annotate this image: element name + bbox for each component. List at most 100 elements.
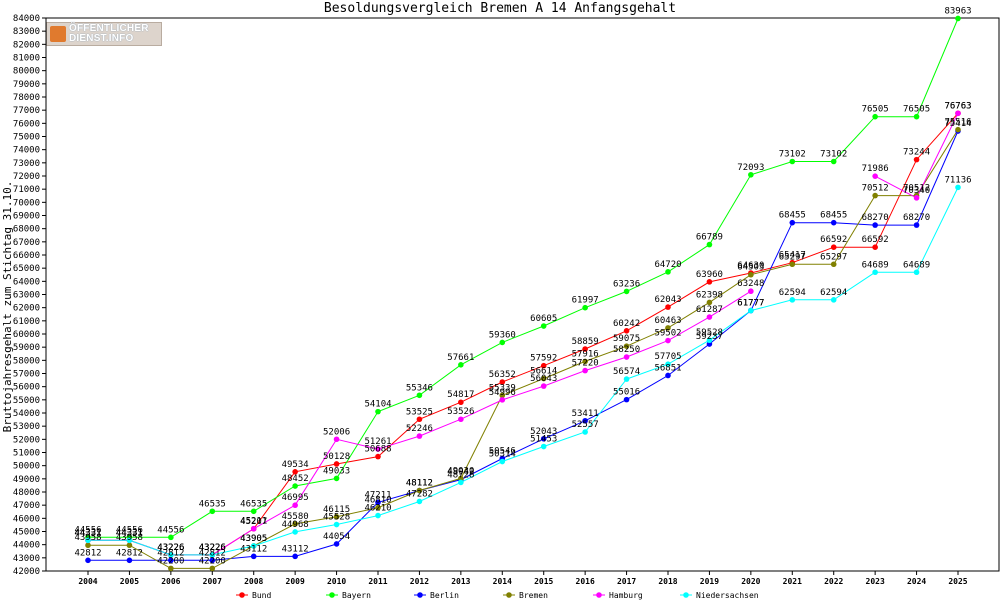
- y-tick-label: 49000: [13, 475, 40, 485]
- data-point-bund: [955, 110, 961, 117]
- data-label: 76505: [903, 105, 930, 115]
- data-point-niedersachsen: [416, 498, 423, 505]
- x-tick-label: 2019: [700, 577, 719, 586]
- y-tick-label: 66000: [13, 251, 40, 261]
- x-tick-label: 2009: [286, 577, 305, 586]
- data-label: 66789: [696, 233, 723, 243]
- data-label: 43226: [157, 543, 184, 553]
- data-point-bayern: [85, 534, 91, 541]
- data-point-berlin: [955, 128, 961, 134]
- data-point-bund: [333, 461, 340, 467]
- data-point-niedersachsen: [872, 269, 878, 276]
- data-point-bund: [126, 537, 133, 544]
- data-point-niedersachsen: [748, 307, 754, 314]
- data-label: 63236: [613, 279, 640, 289]
- series-line-niedersachsen: [88, 187, 959, 556]
- legend-swatch-marker: [683, 592, 689, 598]
- data-point-bayern: [706, 241, 713, 248]
- data-point-berlin: [706, 341, 713, 347]
- data-point-bund: [748, 270, 754, 276]
- data-point-bayern: [416, 392, 423, 399]
- y-tick-label: 65000: [13, 264, 40, 274]
- data-label: 46115: [323, 505, 350, 515]
- data-point-berlin: [333, 541, 340, 547]
- data-label: 66592: [862, 235, 889, 245]
- data-label: 62594: [779, 288, 806, 298]
- data-label: 61997: [572, 296, 599, 306]
- y-tick-label: 52000: [13, 435, 40, 445]
- data-point-bremen: [789, 261, 796, 268]
- data-point-berlin: [789, 219, 796, 226]
- data-point-bremen: [830, 261, 837, 268]
- data-label: 62043: [654, 295, 681, 305]
- data-point-berlin: [623, 396, 630, 403]
- data-point-bayern: [830, 158, 837, 165]
- data-point-bund: [623, 328, 630, 334]
- data-label: 42200: [157, 556, 184, 566]
- y-tick-label: 61000: [13, 317, 40, 327]
- data-point-hamburg: [250, 525, 257, 532]
- data-label: 43958: [74, 533, 101, 543]
- data-label: 48942: [447, 468, 474, 478]
- data-point-bayern: [333, 475, 340, 482]
- data-point-niedersachsen: [209, 552, 216, 558]
- data-point-berlin: [540, 435, 547, 442]
- y-tick-label: 42000: [13, 567, 40, 577]
- data-point-bayern: [292, 483, 298, 489]
- data-label: 47211: [364, 490, 391, 500]
- data-point-bund: [209, 552, 216, 558]
- data-point-bremen: [872, 192, 878, 199]
- data-point-bremen: [209, 565, 216, 572]
- data-label: 55339: [489, 383, 516, 393]
- data-point-niedersachsen: [830, 297, 837, 303]
- data-label: 68270: [862, 213, 889, 223]
- data-point-hamburg: [85, 537, 91, 544]
- y-tick-label: 71000: [13, 185, 40, 195]
- y-tick-label: 81000: [13, 54, 40, 64]
- x-tick-label: 2008: [244, 577, 263, 586]
- data-point-hamburg: [582, 367, 588, 374]
- y-tick-label: 47000: [13, 501, 40, 511]
- data-label: 58250: [613, 345, 640, 355]
- data-label: 43226: [199, 543, 226, 553]
- data-label: 48112: [406, 479, 433, 489]
- data-point-bund: [706, 279, 713, 285]
- data-point-bund: [168, 552, 174, 558]
- data-label: 75516: [944, 118, 971, 128]
- data-point-berlin: [499, 455, 506, 462]
- data-label: 57592: [530, 354, 557, 364]
- legend-label: Bayern: [342, 591, 371, 600]
- x-tick-label: 2017: [617, 577, 636, 586]
- data-label: 44968: [282, 520, 309, 530]
- data-point-bund: [582, 346, 588, 352]
- data-label: 76763: [944, 101, 971, 111]
- data-point-berlin: [126, 557, 133, 564]
- data-point-bund: [789, 259, 796, 266]
- data-point-niedersachsen: [375, 512, 381, 519]
- data-label: 43905: [240, 534, 267, 544]
- data-point-bayern: [250, 508, 257, 515]
- data-label: 43112: [282, 544, 309, 554]
- y-tick-label: 76000: [13, 119, 40, 129]
- data-label: 44331: [116, 528, 143, 538]
- y-tick-label: 72000: [13, 172, 40, 182]
- data-point-niedersachsen: [623, 376, 630, 382]
- data-point-hamburg: [209, 552, 216, 558]
- data-point-bremen: [913, 192, 920, 199]
- y-tick-label: 51000: [13, 449, 40, 459]
- x-tick-label: 2011: [368, 577, 387, 586]
- data-point-berlin: [665, 372, 671, 379]
- y-tick-label: 58000: [13, 356, 40, 366]
- legend-swatch-marker: [329, 592, 335, 598]
- y-tick-label: 55000: [13, 396, 40, 406]
- y-tick-label: 53000: [13, 422, 40, 432]
- data-point-bremen: [582, 358, 588, 365]
- data-label: 70340: [903, 186, 930, 196]
- data-point-berlin: [748, 307, 754, 314]
- data-point-berlin: [913, 222, 920, 228]
- data-label: 55346: [406, 383, 433, 393]
- legend-swatch-marker: [239, 592, 245, 598]
- data-label: 60463: [654, 316, 681, 326]
- data-point-bremen: [955, 126, 961, 133]
- data-point-bayern: [375, 408, 381, 415]
